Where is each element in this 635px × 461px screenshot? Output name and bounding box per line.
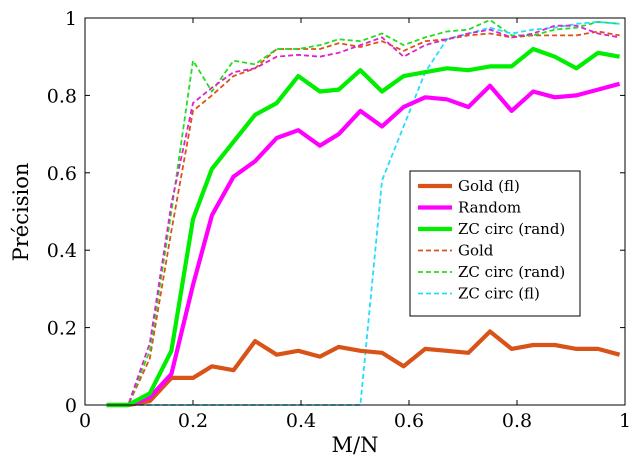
y-tick-label: 0.2 — [47, 318, 77, 340]
legend-label-2: Random — [458, 199, 521, 217]
legend-label-4: Gold — [458, 242, 494, 260]
series-line-5 — [106, 18, 620, 406]
series-layer — [106, 18, 621, 408]
y-axis-label: Précision — [9, 163, 33, 262]
legend-box — [409, 170, 581, 317]
series-line-1 — [106, 329, 621, 408]
y-tick-label: 0 — [65, 395, 77, 417]
x-tick-label: 0.8 — [502, 410, 532, 432]
series-line-4 — [106, 30, 620, 406]
x-tick-label: 1 — [619, 410, 631, 432]
series-line-3 — [106, 46, 620, 408]
series-line-2 — [106, 81, 621, 408]
x-axis-label: M/N — [332, 433, 379, 457]
x-tick-label: 0 — [79, 410, 91, 432]
x-tick-label: 0.6 — [394, 410, 424, 432]
legend: Gold (fl) Random ZC circ (rand) Gold ZC circ… — [409, 170, 581, 317]
y-tick-label: 0.4 — [47, 240, 77, 262]
series-line-7 — [106, 24, 620, 406]
x-tick-label: 0.4 — [286, 410, 316, 432]
ticks-layer: 0 0.2 0.4 0.6 0.8 1 0 0.2 0.4 0.6 0.8 1 — [47, 8, 631, 432]
series-line-6 — [106, 20, 620, 406]
legend-label-1: Gold (fl) — [458, 177, 520, 195]
x-tick-label: 0.2 — [178, 410, 208, 432]
y-tick-label: 1 — [65, 8, 77, 30]
y-tick-label: 0.6 — [47, 163, 77, 185]
legend-label-3: ZC circ (rand) — [458, 220, 565, 238]
plot-frame — [84, 17, 626, 406]
legend-label-6: ZC circ (fl) — [458, 285, 540, 303]
y-tick-label: 0.8 — [47, 85, 77, 107]
legend-label-5: ZC circ (rand) — [458, 263, 565, 281]
